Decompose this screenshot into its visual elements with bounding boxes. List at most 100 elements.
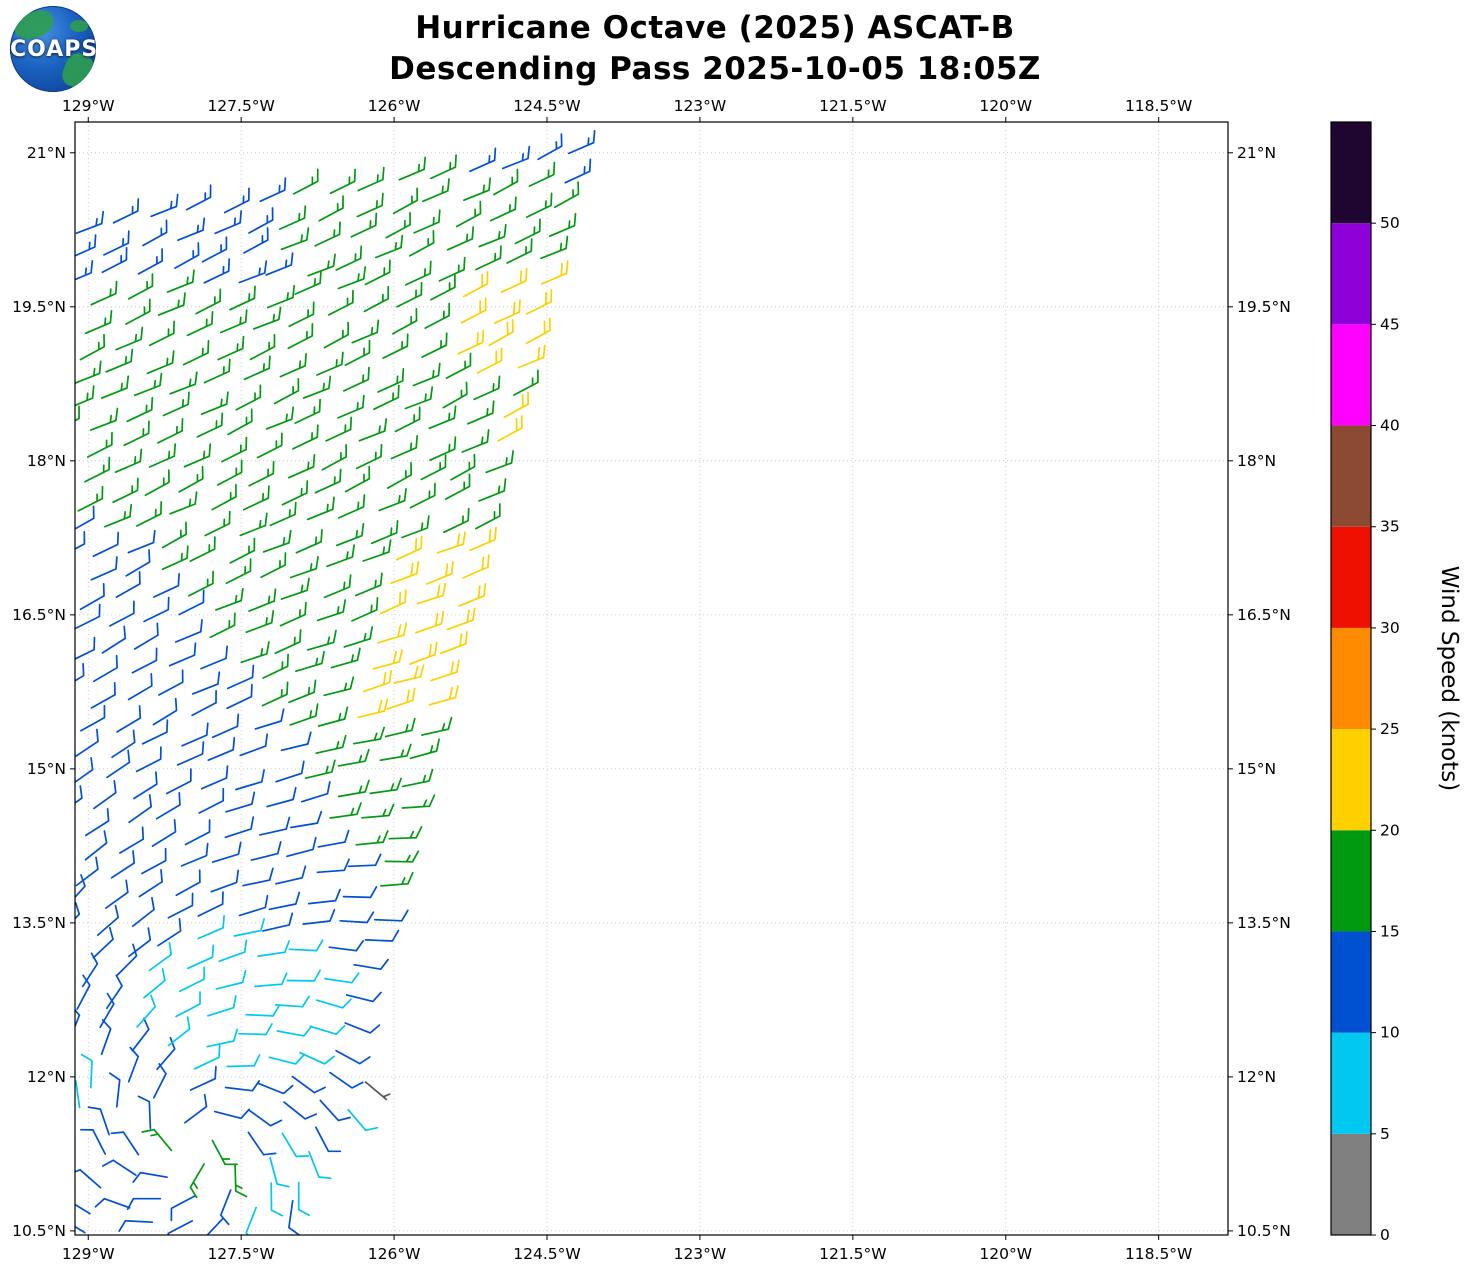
wind-barb [325,416,353,442]
wind-barb [493,299,521,325]
wind-barb [356,192,384,218]
wind-barb [409,482,436,509]
wind-barb [364,929,400,942]
wind-barb [289,703,319,726]
wind-barb [235,769,265,791]
wind-barb [133,771,158,800]
wind-barb [278,205,307,230]
wind-barb [323,676,355,697]
wind-barb [101,1159,137,1176]
wind-barb [252,306,282,330]
wind-barb [280,731,312,752]
wind-barb [245,1004,281,1017]
colorbar-segment [1331,627,1371,730]
wind-barb [525,317,551,345]
wind-barb [116,943,138,976]
wind-barb [328,940,364,952]
wind-barb [469,147,497,173]
wind-barb [135,501,163,527]
wind-barb [517,344,546,369]
wind-barb [343,626,374,648]
wind-barb [227,408,253,436]
wind-barb [115,326,144,351]
wind-barb [485,450,514,474]
wind-barb [75,636,96,660]
wind-barb [189,536,216,562]
wind-barb [191,671,221,695]
wind-barb [90,681,116,709]
wind-barb [245,1206,257,1235]
wind-barb [362,669,393,693]
lon-tick-label-bottom: 129°W [62,1245,115,1263]
wind-barb [268,1054,305,1065]
wind-barb [188,570,214,597]
wind-barb [239,733,269,757]
wind-barb [248,460,275,487]
wind-barb [355,830,389,846]
wind-barb [259,177,287,203]
wind-barb [326,544,355,568]
wind-barb [564,158,592,184]
wind-barb [279,352,307,378]
wind-barb [461,429,490,453]
wind-barb [93,779,117,810]
wind-barb [245,609,275,634]
lat-tick-label-left: 13.5°N [12,914,66,932]
wind-barb [247,1109,283,1127]
wind-barb [158,669,184,696]
wind-barb [416,582,447,605]
wind-barb [165,768,192,795]
wind-barb [514,218,541,245]
wind-barb [143,967,166,999]
wind-barb [209,612,236,639]
wind-barb [288,679,317,704]
wind-barb [247,1131,277,1156]
wind-barb [274,995,310,1008]
wind-barb [131,1017,150,1052]
colorbar-tick-label: 10 [1380,1024,1400,1042]
wind-barb [219,309,248,334]
wind-barb [343,366,370,392]
wind-barb [211,483,237,511]
wind-barb [50,1111,73,1137]
wind-barb [344,465,371,493]
wind-barb [84,808,110,837]
wind-barb [162,391,190,417]
lat-tick-label-right: 12°N [1237,1068,1276,1086]
wind-barb [473,375,501,401]
wind-barb [200,765,229,790]
wind-barb [127,273,154,300]
wind-barb [127,529,156,554]
wind-barb [396,281,423,308]
colorbar-segment [1331,526,1371,628]
wind-barb [131,896,155,928]
wind-barb [59,1028,68,1062]
lon-tick-label-bottom: 123°W [674,1245,727,1263]
lon-tick-label-top: 118.5°W [1125,97,1192,115]
wind-barb [309,1024,346,1036]
colorbar-border [1330,121,1372,1236]
wind-barb [394,406,421,433]
wind-barb [269,1157,290,1188]
wind-barb [286,836,317,858]
colorbar: 0 5 10 15 20 25 30 35 40 45 50 Wind Speed (knots) [1330,121,1462,1244]
wind-barb [135,746,162,773]
logo-landmass-icon [70,20,88,32]
wind-barb [466,400,495,425]
wind-barb [189,1163,205,1199]
wind-barb [167,1220,194,1235]
wind-barb [458,583,487,607]
wind-barb [138,869,163,898]
wind-barb [127,672,153,701]
wind-barb [174,618,203,643]
wind-barb [475,503,501,530]
wind-barb [355,443,383,470]
wind-barb [540,235,569,260]
wind-barb [409,738,440,760]
wind-barb [302,908,336,925]
wind-barb [513,369,539,396]
wind-barb [81,952,99,988]
lon-tick-label-bottom: 124.5°W [513,1245,580,1263]
wind-barb [193,1044,221,1070]
wind-barb [248,588,277,612]
